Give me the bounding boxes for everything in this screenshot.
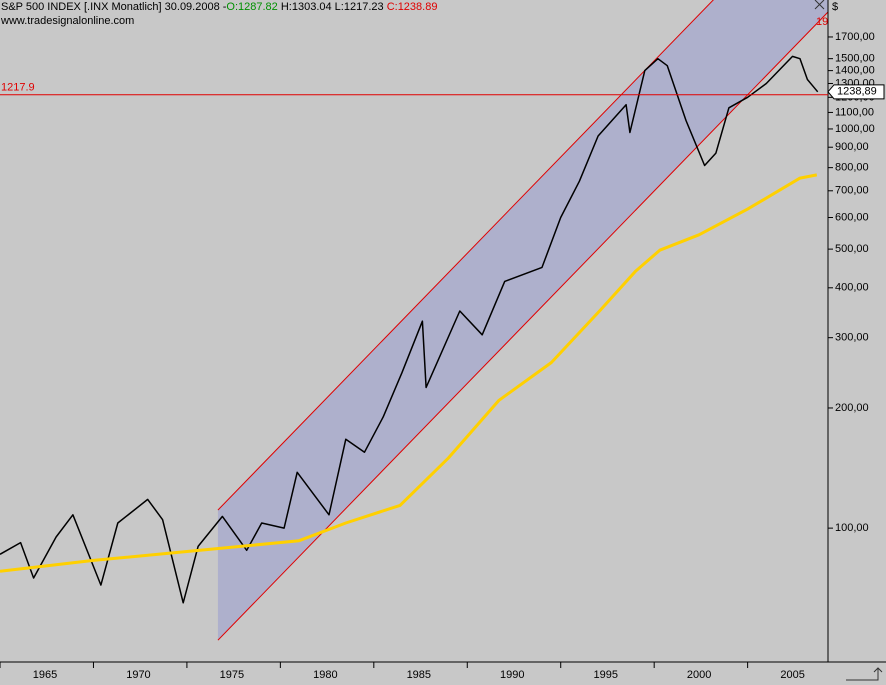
y-tick-label: 1100,00 bbox=[835, 106, 874, 118]
close-icon[interactable] bbox=[814, 0, 825, 10]
y-tick-label: 700,00 bbox=[835, 185, 869, 197]
level-label: 1217.9 bbox=[1, 82, 35, 94]
channel-upper bbox=[217, 0, 714, 511]
high-low-label: H:1303.04 L:1217.23 bbox=[281, 1, 384, 13]
close-label: C:1238.89 bbox=[387, 1, 438, 13]
x-tick-label: 1965 bbox=[33, 669, 57, 681]
y-tick-label: 1400,00 bbox=[835, 65, 875, 77]
y-tick-label: 300,00 bbox=[835, 332, 869, 344]
channel-area bbox=[217, 0, 828, 641]
y-tick-label: 900,00 bbox=[835, 141, 869, 153]
last-price-label: 1238,89 bbox=[837, 86, 877, 98]
y-tick-label: 100,00 bbox=[835, 522, 869, 534]
currency: $ bbox=[832, 1, 838, 13]
y-tick-label: 1500,00 bbox=[835, 53, 875, 65]
y-tick-label: 1000,00 bbox=[835, 123, 875, 135]
open-label: O:1287.82 bbox=[226, 1, 277, 13]
scroll-icon[interactable] bbox=[846, 667, 883, 681]
moving-average bbox=[0, 173, 818, 573]
y-tick-label: 800,00 bbox=[835, 162, 869, 174]
x-tick-label: 1975 bbox=[220, 669, 244, 681]
plot-area bbox=[0, 0, 828, 641]
chart-title: S&P 500 INDEX [.INX Monatlich] 30.09.200… bbox=[1, 1, 437, 13]
x-tick-label: 1970 bbox=[126, 669, 150, 681]
title: S&P 500 INDEX [.INX Monatlich] 30.09.200… bbox=[1, 1, 227, 13]
x-tick-label: 1980 bbox=[313, 669, 337, 681]
y-tick-label: 400,00 bbox=[835, 282, 869, 294]
y-tick-label: 200,00 bbox=[835, 402, 869, 414]
x-tick-label: 1985 bbox=[407, 669, 431, 681]
price-line bbox=[0, 55, 819, 604]
x-tick-label: 1990 bbox=[500, 669, 524, 681]
y-tick-label: 500,00 bbox=[835, 243, 869, 255]
y-tick-label: 600,00 bbox=[835, 211, 869, 223]
channel-label: 19 bbox=[816, 16, 828, 28]
x-tick-label: 1995 bbox=[593, 669, 617, 681]
x-tick-label: 2005 bbox=[780, 669, 804, 681]
last-price-box bbox=[827, 84, 885, 100]
x-tick-label: 2000 bbox=[687, 669, 711, 681]
source: www.tradesignalonline.com bbox=[0, 15, 134, 27]
y-tick-label: 1700,00 bbox=[835, 31, 875, 43]
